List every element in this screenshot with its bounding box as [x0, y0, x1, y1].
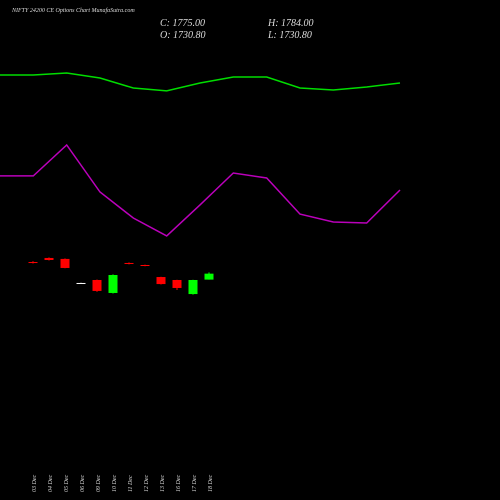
- x-tick-label: 06 Dec: [80, 475, 86, 492]
- candle-body: [44, 257, 54, 260]
- info-open: O: 1730.80: [160, 30, 206, 41]
- x-tick-label: 10 Dec: [112, 475, 118, 492]
- x-tick-label: 17 Dec: [192, 475, 198, 492]
- chart-title: NIFTY 24200 CE Options Chart MunafaSutra…: [11, 7, 135, 14]
- line-series: [0, 72, 401, 92]
- info-close: C: 1775.00: [160, 18, 205, 29]
- x-tick-label: 18 Dec: [208, 475, 214, 492]
- info-low: L: 1730.80: [267, 30, 312, 41]
- x-tick-label: 11 Dec: [128, 475, 134, 492]
- candle-body: [204, 273, 214, 280]
- x-tick-label: 13 Dec: [160, 475, 166, 492]
- x-tick-label: 16 Dec: [176, 475, 182, 492]
- line-series: [0, 143, 401, 237]
- x-tick-label: 09 Dec: [96, 475, 102, 492]
- candle-body: [28, 262, 38, 264]
- info-high: H: 1784.00: [267, 18, 314, 29]
- candle-body: [172, 280, 182, 288]
- candle-body: [76, 282, 86, 284]
- candle-body: [60, 258, 70, 268]
- candle-body: [108, 275, 118, 293]
- candle-body: [188, 280, 198, 295]
- candle-body: [156, 277, 166, 285]
- candle-body: [92, 280, 102, 291]
- candle-body: [124, 262, 134, 264]
- x-tick-label: 04 Dec: [47, 475, 54, 492]
- x-tick-label: 03 Dec: [32, 475, 38, 492]
- x-tick-label: 05 Dec: [64, 475, 70, 492]
- candle-body: [140, 265, 150, 266]
- x-tick-label: 12 Dec: [144, 475, 150, 492]
